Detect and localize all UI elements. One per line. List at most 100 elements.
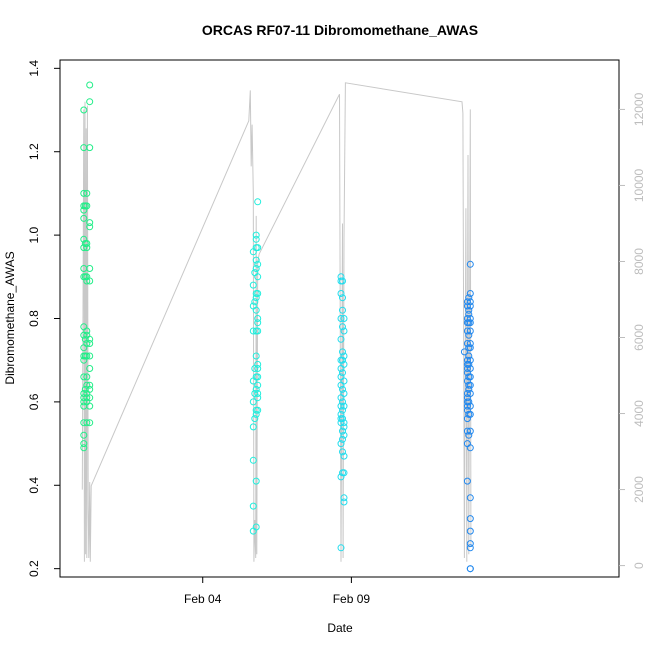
data-point <box>86 144 94 152</box>
data-point <box>340 402 348 410</box>
data-point <box>83 202 91 210</box>
data-point <box>337 410 345 418</box>
data-point <box>337 315 345 322</box>
data-point <box>466 290 474 297</box>
data-point <box>466 427 474 435</box>
x-axis: Feb 04 Feb 09 <box>184 577 370 606</box>
y2-tick-label: 10000 <box>632 168 646 202</box>
data-point <box>339 306 346 314</box>
data-point <box>466 540 474 548</box>
data-point <box>466 527 474 535</box>
data-point <box>81 335 89 343</box>
data-point <box>252 410 260 418</box>
data-point <box>254 260 262 268</box>
data-point <box>337 402 345 410</box>
data-point <box>251 365 259 372</box>
data-point <box>80 440 88 448</box>
data-point <box>254 373 262 381</box>
data-point <box>339 348 346 356</box>
data-point <box>83 244 91 252</box>
data-point <box>466 298 474 306</box>
data-point <box>252 294 260 302</box>
data-point <box>340 419 348 427</box>
data-point <box>463 402 471 410</box>
data-point <box>466 410 474 418</box>
data-point <box>251 415 259 423</box>
data-point <box>83 277 91 285</box>
data-point <box>254 390 262 397</box>
data-point <box>466 356 474 364</box>
data-point <box>252 385 260 393</box>
data-point <box>337 273 345 281</box>
data-point <box>465 331 473 339</box>
data-point <box>466 515 474 523</box>
data-point <box>465 398 473 406</box>
data-point <box>86 365 94 372</box>
data-point <box>80 373 88 381</box>
data-point <box>252 265 260 272</box>
data-point <box>83 419 91 427</box>
data-point <box>252 477 260 485</box>
data-point <box>251 390 259 397</box>
y2-axis: 0 2000 4000 6000 8000 10000 12000 <box>619 92 646 569</box>
data-point <box>252 306 260 314</box>
data-point <box>86 277 94 285</box>
data-point <box>463 365 471 372</box>
y2-tick-label: 6000 <box>632 324 646 351</box>
x-axis-label: Date <box>327 621 353 635</box>
x-tick-label: Feb 09 <box>333 592 371 606</box>
data-point <box>466 260 474 268</box>
data-point <box>80 106 88 114</box>
data-point <box>340 431 348 439</box>
data-point <box>254 319 262 327</box>
data-point <box>466 565 474 573</box>
data-point <box>83 189 91 197</box>
y-tick-label: 1.2 <box>27 143 41 160</box>
data-point <box>80 431 88 439</box>
data-point <box>339 356 346 364</box>
data-point <box>465 431 473 439</box>
data-point <box>466 319 474 327</box>
data-point <box>337 335 345 343</box>
data-point <box>339 435 346 443</box>
data-point <box>463 390 471 397</box>
data-point <box>254 365 262 372</box>
points-layer <box>80 81 474 573</box>
data-point <box>86 419 94 427</box>
y2-tick-label: 2000 <box>632 476 646 503</box>
data-point <box>249 456 257 464</box>
data-point <box>86 335 94 343</box>
data-point <box>249 281 257 289</box>
data-point <box>466 344 474 352</box>
y2-tick-label: 8000 <box>632 248 646 275</box>
data-point <box>339 427 346 435</box>
data-point <box>83 240 91 247</box>
y-tick-label: 0.6 <box>27 393 41 410</box>
data-point <box>339 323 346 331</box>
data-point <box>86 385 94 393</box>
data-point <box>254 244 262 252</box>
data-point <box>465 385 473 393</box>
y-tick-label: 1.4 <box>27 60 41 77</box>
data-point <box>251 298 259 306</box>
data-point <box>86 402 94 410</box>
data-point <box>254 315 262 322</box>
data-point <box>86 219 94 227</box>
data-point <box>340 327 348 335</box>
data-point <box>465 360 473 368</box>
data-point <box>339 406 346 414</box>
data-point <box>83 373 91 381</box>
data-point <box>251 269 259 277</box>
data-point <box>86 352 94 360</box>
data-point <box>81 385 89 393</box>
data-point <box>466 494 474 502</box>
data-point <box>460 348 468 356</box>
data-point <box>83 352 91 360</box>
data-point <box>252 352 260 360</box>
data-point <box>466 381 474 389</box>
y2-tick-label: 4000 <box>632 400 646 427</box>
data-point <box>83 394 91 402</box>
data-point <box>339 277 346 285</box>
data-point <box>339 448 346 456</box>
data-point <box>340 469 348 477</box>
